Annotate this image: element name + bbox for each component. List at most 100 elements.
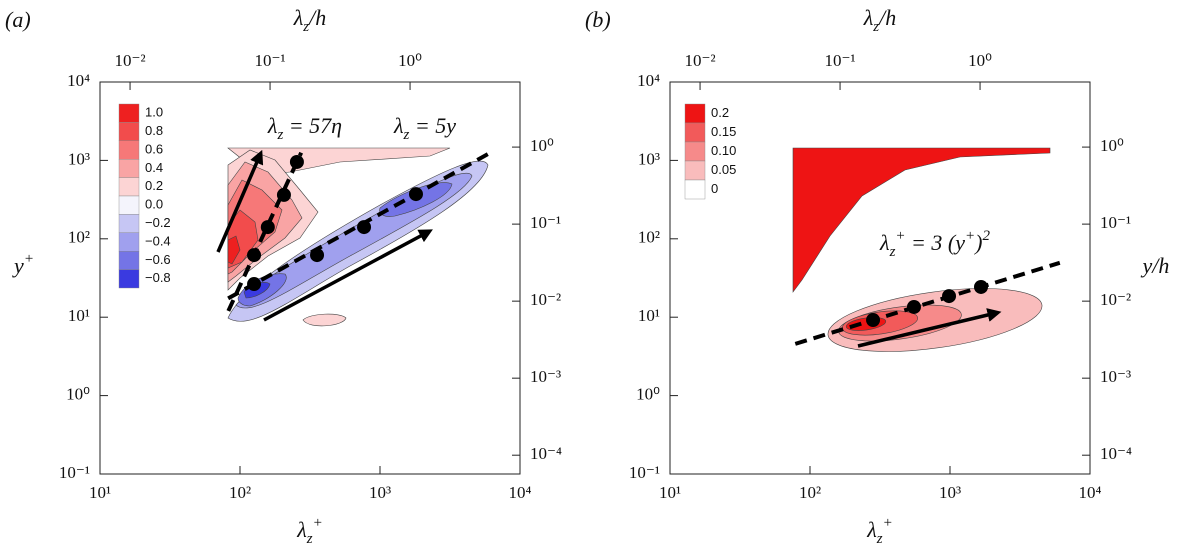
colorbar-swatch (118, 269, 140, 289)
colorbar-label: −0.8 (145, 270, 171, 285)
colorbar-swatch (684, 122, 706, 143)
label-part: λ (879, 230, 890, 255)
x-tick-label: 10³ (369, 483, 391, 502)
colorbar-swatch (118, 195, 140, 215)
colorbar-label: 0.4 (145, 160, 163, 175)
data-point (276, 187, 291, 202)
label-part: z (876, 531, 883, 547)
label-part: z (872, 19, 879, 35)
colorbar-label: 0.6 (145, 141, 163, 156)
y2-tick-label: 10⁻⁴ (530, 444, 562, 463)
data-point (973, 279, 988, 294)
contour-region (792, 147, 1051, 293)
colorbar-swatch (684, 103, 706, 124)
y-tick-label: 10³ (68, 149, 90, 168)
x-tick-label: 10¹ (659, 483, 681, 502)
arrow (263, 229, 433, 322)
fit-line (794, 260, 1061, 346)
x2-axis-label: λz/h (293, 5, 327, 35)
plot-frame (669, 81, 1091, 475)
colorbar-swatch (118, 250, 140, 270)
data-point (260, 220, 275, 235)
y2-tick-label: 10⁻⁴ (1100, 444, 1132, 463)
label-part: λ (863, 5, 874, 30)
colorbar-label: 0.05 (711, 162, 736, 177)
label-part: y/h (1141, 253, 1170, 278)
colorbar-label: 0 (711, 181, 718, 196)
colorbar-label: 0.2 (711, 105, 729, 120)
label-part: λ (296, 517, 307, 542)
trend-arrows (216, 149, 1002, 348)
colorbar-label: −0.4 (145, 233, 171, 248)
x-axis-label: λz+ (866, 515, 893, 547)
label-part: ) (973, 230, 982, 255)
colorbar-swatch (684, 160, 706, 181)
label-part: /h (307, 5, 326, 30)
annotation: λz = 57η (267, 113, 342, 143)
data-point (408, 187, 423, 202)
colorbar-swatch (118, 103, 140, 123)
x-tick-label: 10⁴ (509, 483, 532, 502)
y-tick-label: 10² (638, 228, 660, 247)
data-point (357, 220, 372, 235)
label-part: 2 (982, 228, 990, 244)
x2-axis-label: λz/h (863, 5, 897, 35)
data-point (247, 277, 262, 292)
label-part: z (306, 531, 313, 547)
label-part: λ (267, 113, 278, 138)
x2-tick-label: 10⁰ (398, 51, 422, 70)
panel-label: (a) (5, 7, 31, 32)
y-tick-label: 10⁴ (637, 71, 660, 90)
data-point (247, 248, 262, 263)
x-tick-label: 10³ (939, 483, 961, 502)
y-tick-label: 10³ (638, 149, 660, 168)
x-axis-label: λz+ (296, 515, 323, 547)
x-tick-label: 10² (229, 483, 251, 502)
data-point (942, 289, 957, 304)
y-axis-label: y+ (12, 251, 34, 278)
label-part: + (24, 251, 34, 267)
label-part: /h (877, 5, 896, 30)
y2-tick-label: 10⁰ (530, 136, 554, 155)
y2-tick-label: 10⁰ (1100, 136, 1124, 155)
y2-tick-label: 10⁻³ (530, 367, 561, 386)
arrow (216, 149, 264, 253)
label-part: λ (393, 113, 404, 138)
annotation: λz = 5y (393, 113, 456, 143)
x2-tick-label: 10⁻² (685, 51, 716, 70)
label-part: + (883, 515, 893, 531)
contour-region (227, 235, 241, 265)
colorbar-swatch (684, 179, 706, 200)
y-tick-label: 10¹ (68, 306, 90, 325)
y2-tick-label: 10⁻¹ (1100, 213, 1131, 232)
y-tick-label: 10⁻¹ (629, 463, 660, 482)
y2-tick-label: 10⁻³ (1100, 367, 1131, 386)
x2-tick-label: 10⁻¹ (825, 51, 856, 70)
plot-frame (99, 81, 521, 475)
y-tick-label: 10⁰ (66, 385, 90, 404)
x-tick-label: 10² (799, 483, 821, 502)
arrow (857, 308, 1002, 348)
colorbar-label: −0.2 (145, 215, 171, 230)
x-tick-label: 10¹ (89, 483, 111, 502)
fit-line (227, 150, 494, 301)
colorbar-label: 0.2 (145, 178, 163, 193)
label-part: = 3 (y (906, 230, 966, 255)
x2-tick-label: 10⁻¹ (255, 51, 286, 70)
y2-axis-label: y/h (1141, 253, 1170, 278)
label-part: + (895, 228, 905, 244)
colorbar-swatch (118, 158, 140, 178)
y-tick-label: 10⁻¹ (59, 463, 90, 482)
colorbar-swatch (118, 177, 140, 197)
colorbar-label: 0.0 (145, 197, 163, 212)
label-part: λ (866, 517, 877, 542)
annotation: λz+ = 3 (y+)2 (879, 228, 990, 260)
y2-tick-label: 10⁻² (530, 290, 561, 309)
y-tick-label: 10² (68, 228, 90, 247)
colorbar-swatch (118, 214, 140, 233)
x-tick-label: 10⁴ (1079, 483, 1102, 502)
colorbar-label: 0.8 (145, 123, 163, 138)
label-part: + (313, 515, 323, 531)
label-part: = 5y (409, 113, 456, 138)
y-tick-label: 10¹ (638, 306, 660, 325)
